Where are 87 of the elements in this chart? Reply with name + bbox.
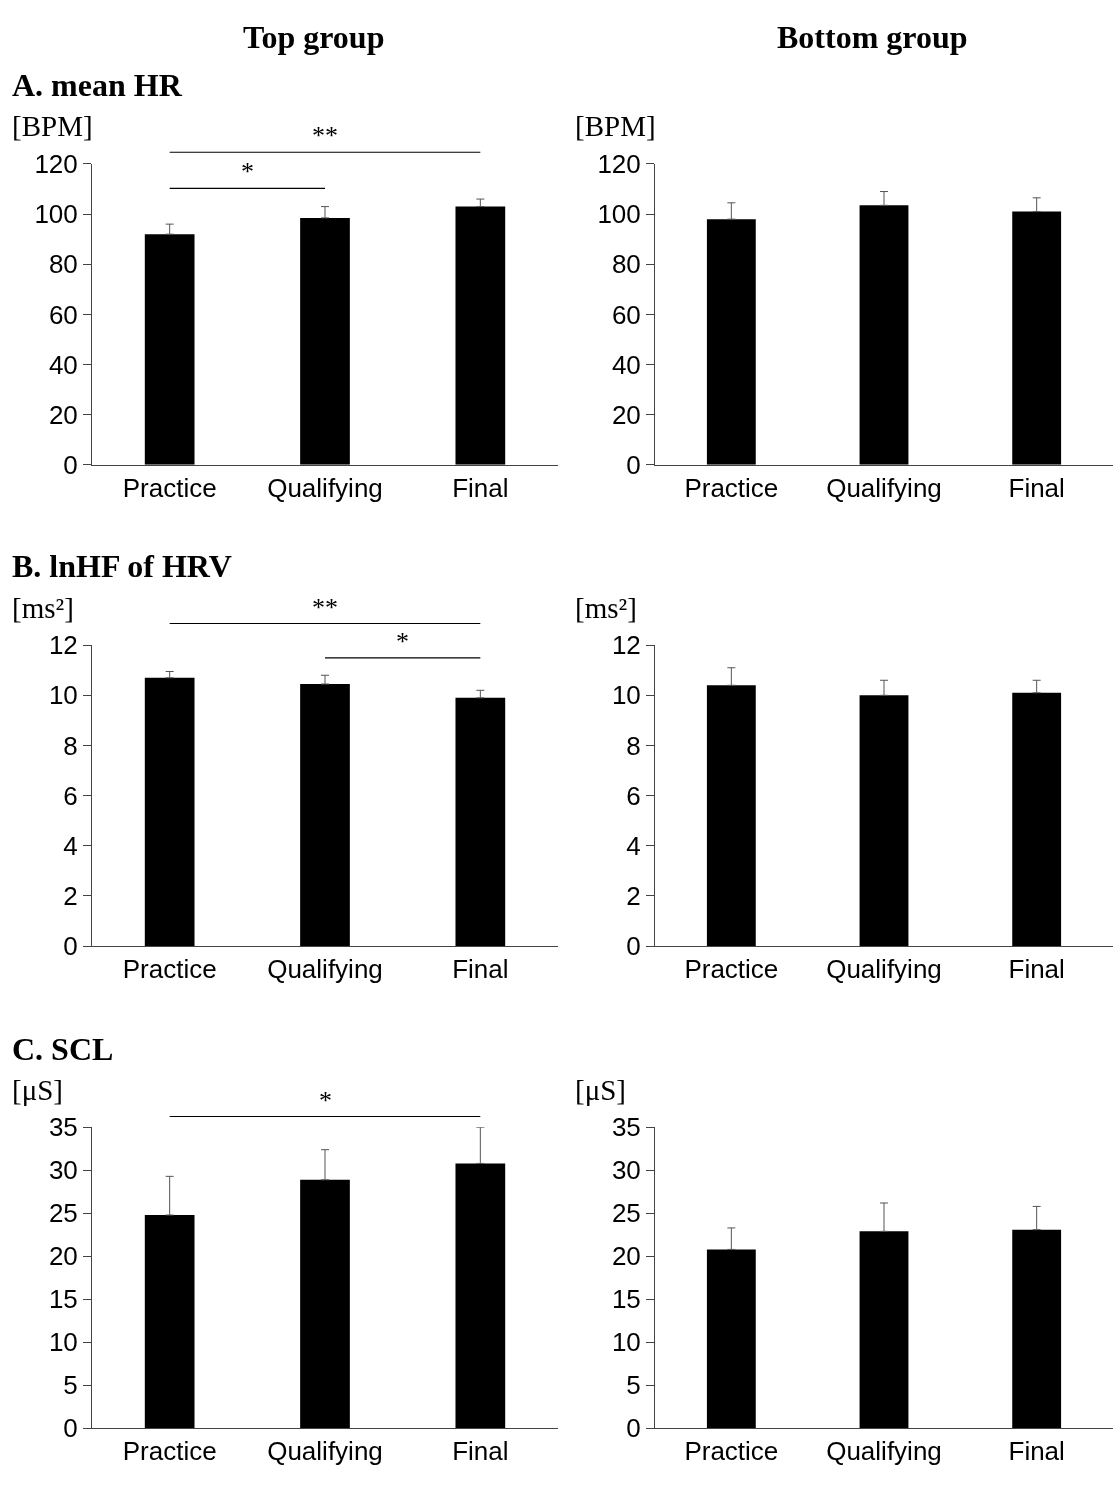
x-tick-label: Practice <box>122 473 217 504</box>
y-tick-label: 25 <box>48 1198 78 1229</box>
x-tick-label: Qualifying <box>267 954 383 985</box>
y-axis-title: [BPM] <box>575 110 656 142</box>
y-tick-label: 25 <box>611 1198 641 1229</box>
y-tick-label: 12 <box>611 630 641 661</box>
x-tick-label: Practice <box>684 954 779 985</box>
y-tick-label: 4 <box>626 830 641 861</box>
x-tick-label: Practice <box>684 1436 779 1467</box>
x-tick-label: Qualifying <box>826 473 942 504</box>
y-tick-label: 40 <box>48 349 78 380</box>
y-tick-label: 0 <box>63 931 78 962</box>
y-tick-label: 100 <box>597 199 641 230</box>
y-tick-label: 30 <box>48 1155 78 1186</box>
y-tick-label: 4 <box>63 830 78 861</box>
x-tick-label: Qualifying <box>826 1436 942 1467</box>
y-tick-label: 8 <box>63 730 78 761</box>
annotation: * <box>241 157 254 186</box>
y-tick-label: 30 <box>611 1155 641 1186</box>
y-tick-label: 5 <box>63 1370 78 1401</box>
chart-title: Bottom group <box>777 19 968 55</box>
y-tick-label: 120 <box>34 149 78 180</box>
y-tick-label: 20 <box>48 1241 78 1272</box>
bar <box>455 697 506 947</box>
text: * <box>319 1086 332 1115</box>
y-tick-label: 0 <box>626 1413 641 1444</box>
y-axis-title: [ms²] <box>12 592 74 624</box>
y-tick-label: 2 <box>63 881 78 911</box>
chart-title: Top group <box>243 19 385 55</box>
y-tick-label: 0 <box>63 1413 78 1444</box>
y-tick-label: 10 <box>48 680 78 711</box>
y-axis-title: [μS] <box>12 1074 63 1106</box>
y-tick-label: 10 <box>611 680 641 711</box>
y-axis-title: [ms²] <box>575 592 637 624</box>
y-tick-label: 5 <box>626 1370 641 1401</box>
y-tick-label: 20 <box>611 399 641 430</box>
bar <box>455 1163 506 1429</box>
y-tick-label: 35 <box>48 1112 78 1143</box>
y-tick-label: 0 <box>626 931 641 962</box>
y-tick-label: 120 <box>597 149 641 180</box>
bar <box>706 1249 756 1429</box>
text: ** <box>312 121 338 150</box>
x-tick-label: Practice <box>122 954 217 985</box>
y-tick-label: 15 <box>611 1284 641 1315</box>
y-tick-label: 20 <box>48 399 78 430</box>
bar <box>300 1179 350 1429</box>
y-tick-label: 60 <box>48 299 78 330</box>
bar <box>859 1231 909 1429</box>
y-tick-label: 15 <box>48 1284 78 1315</box>
text: ** <box>312 593 338 622</box>
x-tick-label: Final <box>452 473 509 504</box>
y-tick-label: 60 <box>611 299 641 330</box>
y-tick-label: 0 <box>63 449 78 480</box>
y-tick-label: 0 <box>626 449 641 480</box>
annotation: * <box>396 627 409 656</box>
x-tick-label: Qualifying <box>267 1436 383 1467</box>
x-tick-label: Final <box>1008 473 1065 504</box>
y-tick-label: 20 <box>611 1241 641 1272</box>
y-tick-label: 80 <box>611 249 641 280</box>
y-tick-label: 80 <box>48 249 78 280</box>
x-tick-label: Practice <box>122 1436 217 1467</box>
chart-title: B. lnHF of HRV <box>12 548 232 584</box>
y-tick-label: 2 <box>626 881 641 911</box>
y-tick-label: 100 <box>34 199 78 230</box>
x-tick-label: Qualifying <box>267 473 383 504</box>
y-tick-label: 10 <box>611 1327 641 1358</box>
x-tick-label: Final <box>452 954 509 985</box>
bar <box>1012 1229 1062 1429</box>
x-tick-label: Practice <box>684 473 779 504</box>
x-tick-label: Final <box>1008 954 1065 985</box>
x-tick-label: Final <box>1008 1436 1065 1467</box>
y-tick-label: 6 <box>626 780 641 811</box>
y-tick-label: 8 <box>626 730 641 761</box>
bar <box>144 1215 195 1429</box>
y-axis-title: [BPM] <box>12 110 93 142</box>
bar <box>300 684 350 947</box>
chart-title: C. SCL <box>12 1031 114 1067</box>
y-tick-label: 10 <box>48 1327 78 1358</box>
x-tick-label: Final <box>452 1436 509 1467</box>
y-tick-label: 40 <box>611 349 641 380</box>
bar <box>144 677 195 947</box>
y-axis-title: [μS] <box>575 1074 626 1106</box>
x-tick-label: Qualifying <box>826 954 942 985</box>
y-tick-label: 35 <box>611 1112 641 1143</box>
y-tick-label: 6 <box>63 780 78 811</box>
chart-subtitle: A. mean HR <box>12 67 183 103</box>
y-tick-label: 12 <box>48 630 78 661</box>
